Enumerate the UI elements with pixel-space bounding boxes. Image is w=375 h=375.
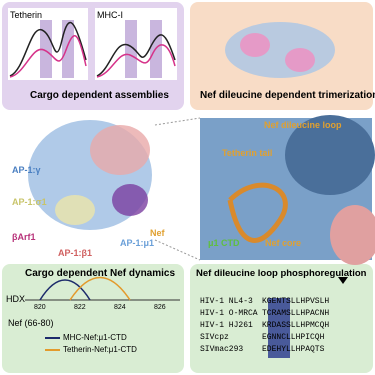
panel-title: Nef dileucine loop phosphoregulation (196, 268, 367, 279)
sequence: KGENTSLLHPVSLH (262, 297, 330, 306)
ribbon (227, 182, 288, 243)
highlight (268, 298, 290, 358)
legend-label: MHC-Nef:μ1-CTD (63, 333, 127, 342)
strain: HIV-1 O-MRCA (200, 309, 258, 318)
label: AP-1:μ1 (120, 238, 155, 248)
sequence: EDEHYLLHPAQTS (262, 345, 325, 354)
strain: SIVcpz (200, 333, 229, 342)
label: Nef core (265, 238, 302, 248)
label: AP-1:γ (12, 165, 41, 175)
label: AP-1:β1 (58, 248, 93, 258)
blob (90, 125, 150, 175)
sequence: EGNNCLLHPICQH (262, 333, 325, 342)
trace (96, 44, 176, 78)
tick-label: 822 (74, 304, 86, 311)
label: μ1 CTD (208, 238, 240, 248)
label: Tetherin tail (222, 148, 273, 158)
label: AP-1:σ1 (12, 197, 47, 207)
blob (240, 33, 270, 57)
connector (154, 117, 201, 126)
blob (112, 184, 148, 216)
peptide-label: Nef (66-80) (8, 318, 54, 328)
plot-label: Tetherin (10, 10, 43, 20)
blob (285, 115, 375, 195)
marker (338, 277, 348, 284)
label: Nef dileucine loop (264, 120, 342, 130)
strain: HIV-1 HJ261 (200, 321, 253, 330)
blob (55, 195, 95, 225)
band (40, 20, 52, 78)
trace (9, 21, 87, 77)
blob (330, 205, 375, 265)
label: Nef (150, 228, 165, 238)
peak (69, 276, 131, 301)
tick-label: 820 (34, 304, 46, 311)
connector (154, 239, 201, 261)
caption: Cargo dependent assemblies (30, 90, 169, 101)
peak (39, 279, 91, 301)
tick-label: 824 (114, 304, 126, 311)
axis-label: HDX (6, 294, 26, 304)
band (62, 20, 74, 78)
panel-title: Cargo dependent Nef dynamics (25, 268, 176, 279)
sequence: TCRAMSLLHPACNH (262, 309, 330, 318)
caption: Nef dileucine dependent trimerization (200, 90, 375, 101)
sequence: KRDASSLLHPMCQH (262, 321, 330, 330)
legend-label: Tetherin-Nef:μ1-CTD (63, 345, 137, 354)
band (125, 20, 137, 78)
tick-label: 826 (154, 304, 166, 311)
trace (96, 34, 176, 77)
label: βArf1 (12, 232, 36, 242)
trace (9, 35, 87, 78)
plot-label: MHC-I (97, 10, 123, 20)
strain: HIV-1 NL4-3 (200, 297, 253, 306)
panel (2, 264, 184, 373)
blob (285, 48, 315, 72)
strain: SIVmac293 (200, 345, 244, 354)
